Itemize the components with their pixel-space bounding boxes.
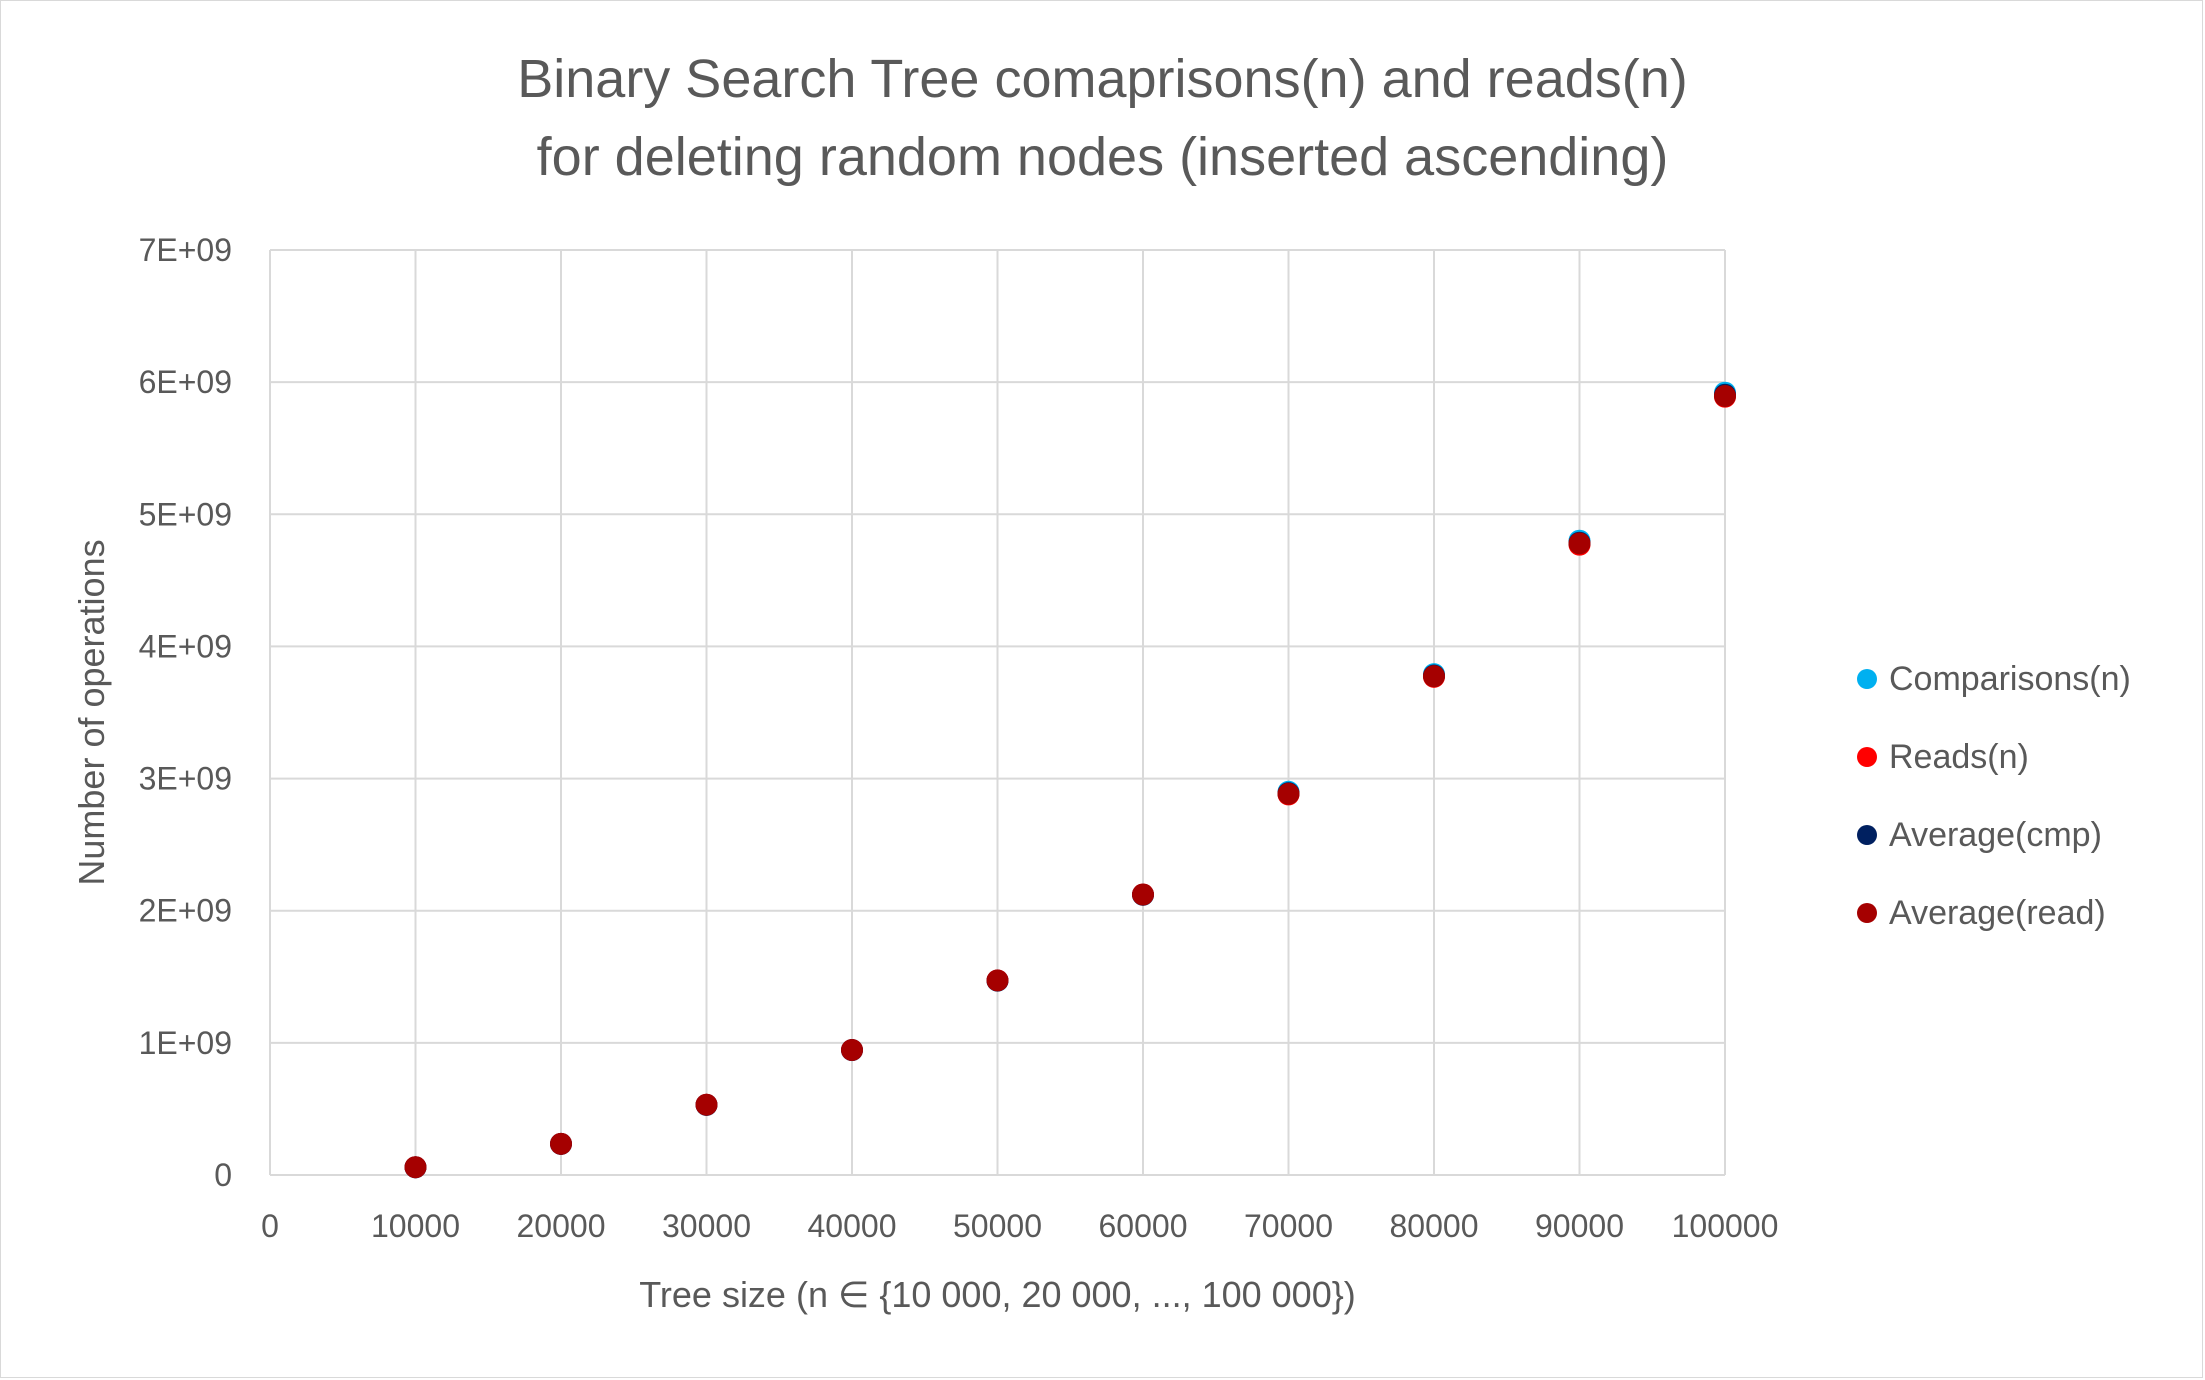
data-point (986, 969, 1009, 992)
x-tick-label: 10000 (371, 1208, 460, 1244)
legend-label: Reads(n) (1889, 737, 2029, 776)
data-point (1568, 532, 1591, 555)
legend-label: Average(cmp) (1889, 815, 2102, 854)
y-tick-label: 0 (214, 1157, 232, 1193)
legend: Comparisons(n) Reads(n) Average(cmp) Averag… (1857, 640, 2131, 952)
legend-item: Average(cmp) (1857, 796, 2131, 874)
y-tick-label: 7E+09 (139, 232, 232, 268)
y-tick-label: 2E+09 (139, 893, 232, 929)
y-tick-label: 6E+09 (139, 364, 232, 400)
data-point (1277, 782, 1300, 805)
chart-title-line-1: Binary Search Tree comaprisons(n) and re… (517, 49, 1688, 109)
x-tick-label: 20000 (517, 1208, 606, 1244)
x-tick-label: 30000 (662, 1208, 751, 1244)
legend-item: Average(read) (1857, 874, 2131, 952)
y-axis-title: Number of operations (71, 539, 112, 885)
x-tick-label: 70000 (1244, 1208, 1333, 1244)
x-tick-label: 100000 (1672, 1208, 1779, 1244)
legend-label: Comparisons(n) (1889, 659, 2131, 698)
x-tick-label: 90000 (1535, 1208, 1624, 1244)
x-axis-title: Tree size (n ∈ {10 000, 20 000, ..., 100… (639, 1274, 1355, 1315)
legend-marker (1857, 669, 1877, 689)
legend-item: Comparisons(n) (1857, 640, 2131, 718)
x-tick-label: 60000 (1099, 1208, 1188, 1244)
legend-marker (1857, 903, 1877, 923)
legend-item: Reads(n) (1857, 718, 2131, 796)
x-tick-label: 0 (261, 1208, 279, 1244)
data-point (404, 1156, 427, 1179)
data-point (1132, 883, 1154, 906)
x-tick-label: 80000 (1390, 1208, 1479, 1244)
y-tick-label: 3E+09 (139, 761, 232, 797)
data-point (1423, 665, 1445, 688)
legend-marker (1857, 747, 1877, 767)
legend-marker (1857, 825, 1877, 845)
y-tick-label: 1E+09 (139, 1025, 232, 1061)
data-point (550, 1132, 572, 1155)
chart-title-line-2: for deleting random nodes (inserted asce… (536, 127, 1669, 187)
data-point (1714, 385, 1736, 408)
y-tick-label: 5E+09 (139, 496, 232, 532)
x-tick-label: 40000 (808, 1208, 897, 1244)
legend-label: Average(read) (1889, 893, 2106, 932)
x-tick-label: 50000 (953, 1208, 1042, 1244)
y-tick-label: 4E+09 (139, 628, 232, 664)
data-point (841, 1038, 863, 1061)
data-point (695, 1093, 718, 1116)
